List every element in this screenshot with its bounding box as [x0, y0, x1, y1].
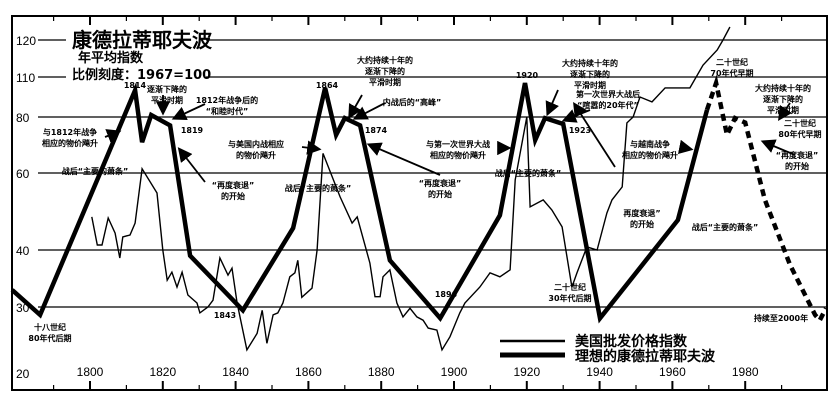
y-tick-label: 60: [16, 167, 30, 181]
annotation-arrow: [177, 147, 206, 183]
annotation-text: 第一次世界大战后: [576, 89, 640, 99]
annotation-arrow: [104, 129, 122, 143]
annotation-text: 再度衰退”: [623, 208, 660, 218]
x-tick-label: 1900: [441, 365, 468, 379]
y-tick-label: 80: [16, 111, 30, 125]
annotation-text: 1874: [365, 126, 388, 135]
annotation-text: 战后“主要的萧条”: [692, 222, 759, 232]
annotation-text: 的开始: [428, 189, 452, 199]
annotation-text: 二十世纪: [784, 118, 816, 128]
annotation-text: 与美国内战相应: [228, 139, 284, 149]
chart-subtitle-2: 比例刻度：1967=100: [72, 67, 211, 83]
x-tick-label: 1880: [368, 365, 395, 379]
chart-subtitle-1: 年平均指数: [78, 50, 144, 66]
x-tick-label: 1860: [295, 365, 322, 379]
annotation-text: 平滑时期: [151, 95, 183, 105]
chart-title-block: 康德拉蒂耶夫波 年平均指数 比例刻度：1967=100: [66, 27, 213, 83]
annotation-text: 大约持续十年的: [755, 83, 811, 93]
annotation-text: 逐渐下降的: [365, 66, 405, 76]
annotation-text: 内战后的“高峰”: [383, 97, 442, 107]
annotation-text: 平滑时期: [767, 105, 799, 115]
annotation-text: “再度衰退”: [419, 178, 462, 188]
annotation-arrow: [573, 101, 616, 168]
annotation-text: 1814: [124, 81, 147, 90]
y-tick-label: 20: [16, 367, 30, 381]
annotation-text: 1843: [214, 311, 236, 320]
legend-label-wholesale: 美国批发价格指数: [575, 333, 688, 350]
annotation-text: “和睦时代”: [206, 106, 249, 116]
annotation-text: 大约持续十年的: [357, 55, 413, 65]
annotation-text: 与1812年战争: [43, 127, 97, 137]
annotation-text: 相应的物价飚升: [430, 150, 486, 160]
annotation-arrow: [352, 102, 386, 120]
x-tick-label: 1920: [513, 365, 540, 379]
annotation-text: 战后“主要的萧条”: [285, 183, 352, 193]
x-tick-label: 1960: [659, 365, 686, 379]
chart-title: 康德拉蒂耶夫波: [72, 28, 213, 52]
annotation-text: 1864: [316, 81, 339, 90]
annotation-arrow: [348, 94, 363, 120]
annotation-arrows: [104, 89, 796, 183]
series-layer: [10, 26, 828, 352]
x-tick-label: 1820: [149, 365, 176, 379]
annotation-text: 战后“主要的萧条”: [495, 168, 562, 178]
annotation-text: 的开始: [630, 219, 654, 229]
annotation-arrow: [171, 103, 206, 120]
annotation-text: 战后“主要的萧条”: [62, 166, 129, 176]
annotation-text: 二十世纪: [716, 57, 748, 67]
x-tick-label: 1940: [586, 365, 613, 379]
annotation-arrow: [561, 109, 591, 123]
x-tick-label: 1800: [77, 365, 104, 379]
annotation-arrow: [545, 89, 559, 117]
annotation-text: 1923: [569, 126, 591, 135]
annotation-text: 相应的物价飚升: [42, 138, 98, 148]
x-axis: 1800 1820 1840 1860 1880 1900 1920 1940 1960 1980: [52, 16, 783, 390]
annotation-arrow: [677, 139, 694, 154]
annotation-text: 二十世纪: [554, 282, 586, 292]
annotation-text: 的开始: [221, 191, 245, 201]
annotation-text: 1819: [181, 126, 204, 135]
y-tick-label: 110: [16, 71, 35, 85]
x-tick-label: 1980: [732, 365, 759, 379]
annotation-text: 平滑时期: [369, 77, 401, 87]
annotation-text: “喧嚣的20年代”: [577, 100, 639, 110]
annotation-text: 逐渐下降的: [147, 84, 187, 94]
annotation-text: 1812年战争后的: [196, 95, 258, 105]
annotation-text: 逐渐下降的: [763, 94, 803, 104]
annotation-text: 80年代后期: [28, 333, 71, 343]
annotation-text: 1920: [516, 71, 539, 80]
annotation-text: 70年代早期: [710, 68, 753, 78]
annotation-text: 的开始: [785, 161, 809, 171]
plot-border: [11, 15, 828, 391]
x-tick-label: 1840: [222, 365, 249, 379]
annotation-text: 与第一次世界大战: [426, 139, 490, 149]
plot-frame: [11, 15, 828, 391]
annotation-arrow: [301, 140, 322, 155]
annotation-text: 的物价飚升: [236, 150, 276, 160]
annotation-arrow: [760, 139, 796, 156]
annotation-text: 持续至2000年: [754, 313, 808, 323]
annotation-text: 与越南战争: [630, 139, 670, 149]
legend-label-ideal-wave: 理想的康德拉蒂耶夫波: [575, 348, 716, 365]
series-ideal-kondratieff-wave-projection: [704, 74, 828, 325]
annotation-text: 80年代早期: [778, 129, 821, 139]
annotation-text: 相应的物价飚升: [622, 150, 678, 160]
annotation-text: 30年代后期: [548, 293, 591, 303]
annotation-text: 1896: [435, 290, 458, 299]
annotation-text: 十八世纪: [34, 322, 66, 332]
y-tick-label: 120: [16, 34, 36, 48]
y-tick-label: 40: [16, 244, 30, 258]
annotation-text: 逐渐下降的: [570, 69, 610, 79]
series-ideal-kondratieff-wave: [10, 81, 710, 324]
annotation-text: 大约持续十年的: [562, 58, 618, 68]
annotation-arrow: [366, 142, 441, 176]
legend: 美国批发价格指数 理想的康德拉蒂耶夫波: [490, 328, 730, 366]
annotation-text: “再度衰退”: [776, 150, 819, 160]
annotation-text: “再度衰退”: [212, 180, 255, 190]
annotation-arrow: [778, 102, 792, 121]
annotation-text: 平滑时期: [574, 80, 606, 90]
